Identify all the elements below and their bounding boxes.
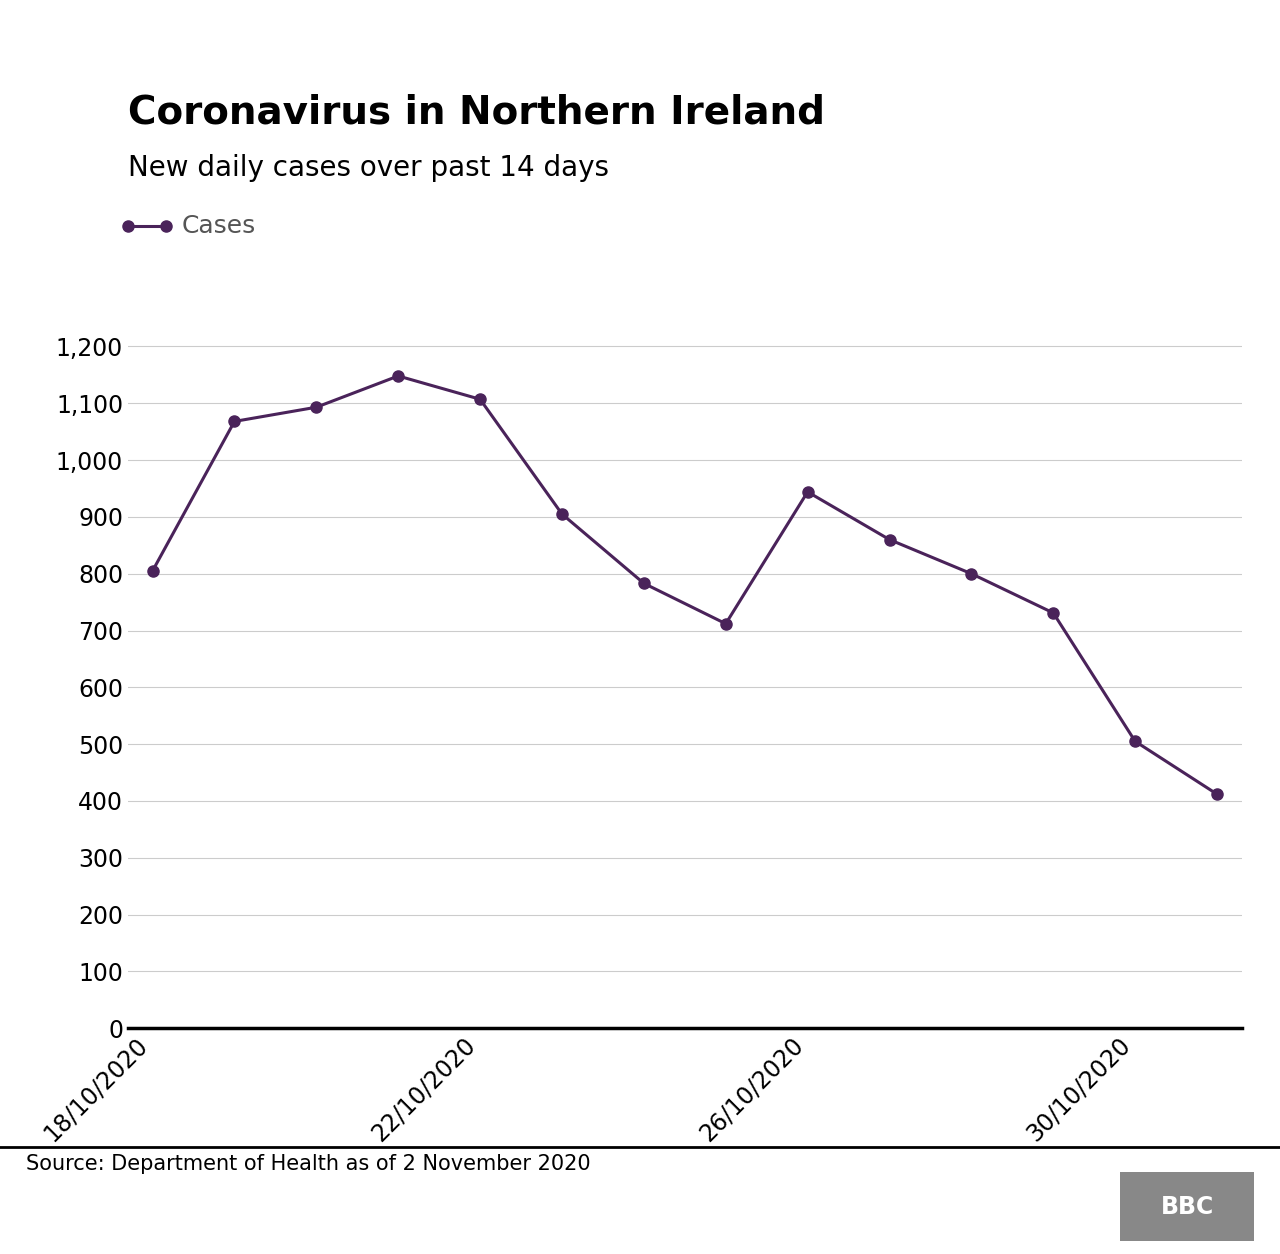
Text: Coronavirus in Northern Ireland: Coronavirus in Northern Ireland [128, 94, 826, 132]
Text: Source: Department of Health as of 2 November 2020: Source: Department of Health as of 2 Nov… [26, 1154, 590, 1174]
Text: Cases: Cases [182, 213, 256, 238]
Text: New daily cases over past 14 days: New daily cases over past 14 days [128, 154, 609, 182]
Text: BBC: BBC [1161, 1195, 1213, 1219]
